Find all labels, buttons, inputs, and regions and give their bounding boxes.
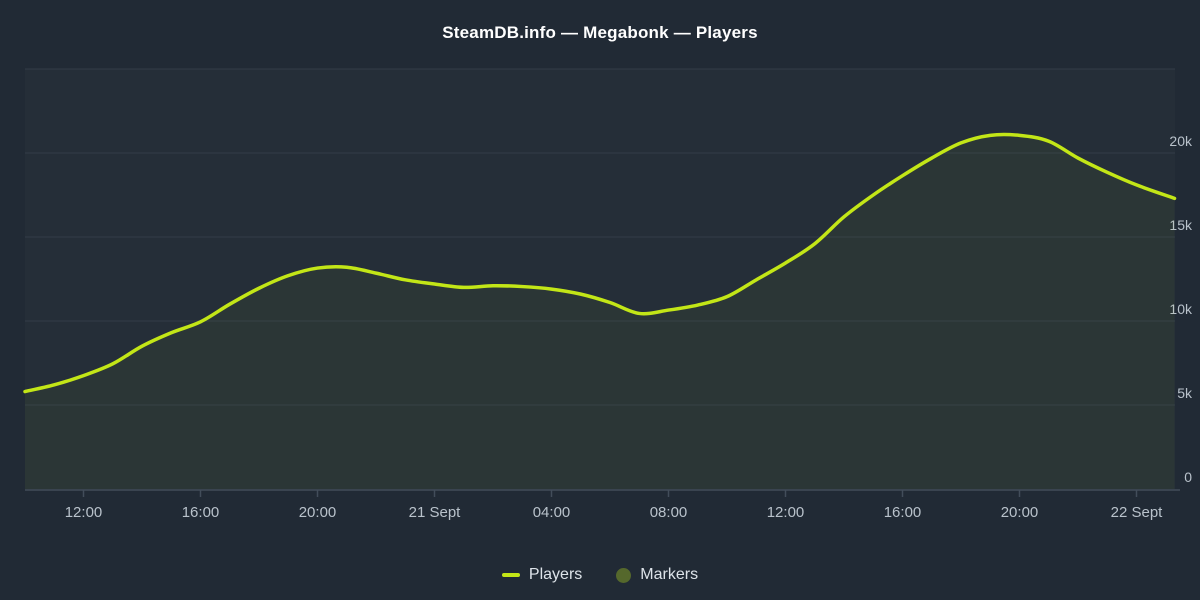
x-axis-label: 04:00 <box>533 504 571 521</box>
markers-circle-swatch-icon <box>616 567 632 583</box>
y-axis-label: 0 <box>1184 469 1192 485</box>
x-axis-label: 12:00 <box>65 504 103 521</box>
legend-item-players[interactable]: Players <box>501 566 583 584</box>
legend-label-players: Players <box>528 566 583 583</box>
y-axis-label: 15k <box>1169 217 1193 233</box>
x-axis-label: 20:00 <box>299 504 337 521</box>
x-axis-label: 20:00 <box>1001 504 1039 521</box>
x-axis-label: 16:00 <box>182 504 220 521</box>
players-line-swatch-icon <box>501 573 520 577</box>
legend: Players Markers <box>0 566 1200 584</box>
x-axis-label: 08:00 <box>650 504 688 521</box>
legend-item-markers[interactable]: Markers <box>616 566 698 584</box>
y-axis-label: 5k <box>1177 385 1193 401</box>
y-axis-label: 20k <box>1169 133 1193 149</box>
x-axis-label: 12:00 <box>767 504 805 521</box>
x-axis-label: 21 Sept <box>409 504 462 521</box>
players-area-fill <box>25 134 1175 489</box>
players-line-series[interactable] <box>23 132 1177 394</box>
y-axis-label: 10k <box>1169 301 1193 317</box>
x-axis-label: 22 Sept <box>1111 504 1164 521</box>
x-axis-label: 16:00 <box>884 504 922 521</box>
legend-label-markers: Markers <box>640 566 699 583</box>
chart-title: SteamDB.info — Megabonk — Players <box>442 23 758 42</box>
